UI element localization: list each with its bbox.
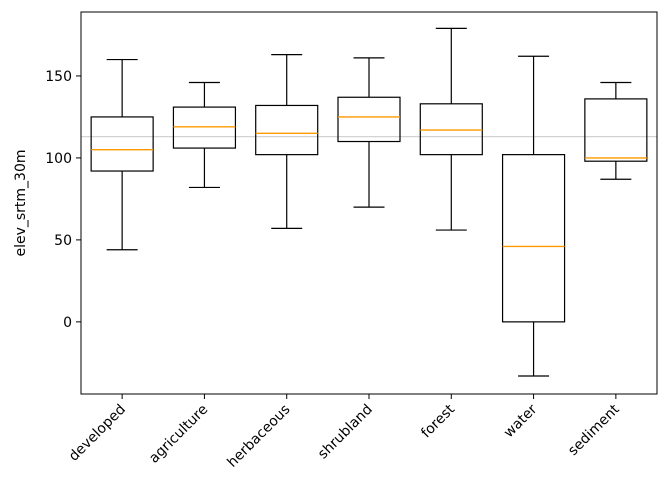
- iqr-box: [337, 96, 401, 143]
- iqr-box: [172, 106, 237, 149]
- x-tick-label-herbaceous: herbaceous: [224, 402, 293, 471]
- x-tick-label-sediment: sediment: [565, 401, 623, 459]
- x-tick-label-developed: developed: [66, 402, 129, 465]
- box-water: [501, 55, 566, 377]
- iqr-box: [501, 154, 566, 323]
- box-shrubland: [337, 57, 401, 208]
- box-sediment: [584, 81, 648, 180]
- x-tick-label-forest: forest: [418, 401, 458, 441]
- y-tick-label: 100: [45, 151, 72, 167]
- iqr-box: [419, 103, 483, 156]
- box-agriculture: [172, 81, 237, 189]
- box-developed: [90, 58, 154, 251]
- iqr-box: [90, 116, 154, 172]
- iqr-box: [255, 104, 319, 156]
- y-axis-label: elev_srtm_30m: [13, 149, 29, 256]
- x-tick-label-shrubland: shrubland: [315, 402, 376, 463]
- box-herbaceous: [255, 54, 319, 230]
- x-tick-label-water: water: [501, 401, 541, 441]
- y-tick-label: 50: [54, 233, 72, 249]
- y-tick-label: 150: [45, 69, 72, 85]
- iqr-box: [584, 98, 648, 162]
- plot-frame: [80, 11, 658, 395]
- x-tick-label-agriculture: agriculture: [146, 402, 211, 467]
- y-tick-label: 0: [63, 315, 72, 331]
- box-forest: [419, 27, 483, 231]
